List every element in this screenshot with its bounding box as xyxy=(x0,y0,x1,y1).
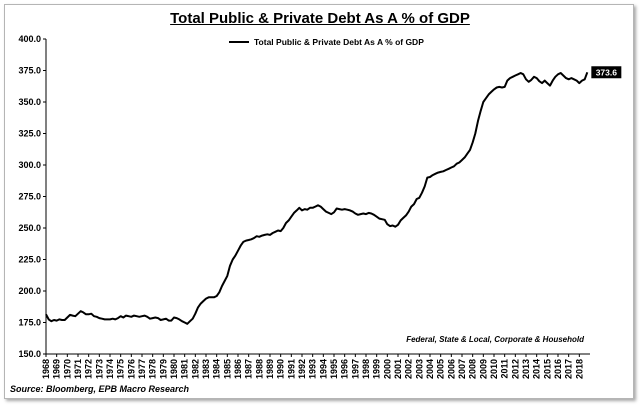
x-tick-label: 1971 xyxy=(73,359,83,379)
x-tick-label: 1999 xyxy=(372,359,382,379)
x-tick-label: 2014 xyxy=(532,359,542,379)
chart-title: Total Public & Private Debt As A % of GD… xyxy=(170,10,470,27)
x-tick-label: 1987 xyxy=(244,359,254,379)
y-tick-label: 350.0 xyxy=(18,97,41,107)
x-tick-label: 2015 xyxy=(542,359,552,379)
y-tick-label: 325.0 xyxy=(18,129,41,139)
x-tick-label: 2004 xyxy=(425,359,435,379)
x-tick-label: 1969 xyxy=(52,359,62,379)
x-tick-label: 2013 xyxy=(521,359,531,379)
source-note: Source: Bloomberg, EPB Macro Research xyxy=(10,384,190,394)
x-tick-label: 1997 xyxy=(350,359,360,379)
x-tick-label: 2006 xyxy=(446,359,456,379)
x-tick-label: 2000 xyxy=(382,359,392,379)
x-tick-label: 1996 xyxy=(340,359,350,379)
x-tick-label: 1994 xyxy=(318,359,328,379)
end-value-label: 373.6 xyxy=(596,67,618,77)
x-tick-label: 2018 xyxy=(574,359,584,379)
x-tick-label: 1990 xyxy=(276,359,286,379)
y-tick-label: 175.0 xyxy=(18,318,41,328)
y-tick-label: 300.0 xyxy=(18,160,41,170)
y-tick-label: 275.0 xyxy=(18,192,41,202)
y-tick-label: 375.0 xyxy=(18,66,41,76)
x-tick-label: 2009 xyxy=(478,359,488,379)
x-tick-label: 2008 xyxy=(468,359,478,379)
x-tick-label: 1975 xyxy=(116,359,126,379)
chart-frame xyxy=(4,4,634,399)
x-tick-label: 1979 xyxy=(158,359,168,379)
x-tick-label: 1968 xyxy=(41,359,51,379)
x-tick-label: 1989 xyxy=(265,359,275,379)
y-tick-label: 225.0 xyxy=(18,255,41,265)
x-tick-label: 2005 xyxy=(436,359,446,379)
x-tick-label: 1980 xyxy=(169,359,179,379)
x-tick-label: 1978 xyxy=(148,359,158,379)
x-tick-label: 2001 xyxy=(393,359,403,379)
x-tick-label: 2016 xyxy=(553,359,563,379)
x-tick-label: 1985 xyxy=(222,359,232,379)
chart-annotation: Federal, State & Local, Corporate & Hous… xyxy=(406,335,585,344)
x-tick-label: 1998 xyxy=(361,359,371,379)
x-tick-label: 2002 xyxy=(404,359,414,379)
x-tick-label: 1973 xyxy=(94,359,104,379)
series-line xyxy=(45,71,589,325)
legend-label: Total Public & Private Debt As A % of GD… xyxy=(254,37,424,47)
x-tick-label: 1976 xyxy=(126,359,136,379)
x-tick-label: 2011 xyxy=(500,359,510,379)
y-tick-label: 250.0 xyxy=(18,223,41,233)
y-tick-label: 150.0 xyxy=(18,349,41,359)
x-tick-label: 1970 xyxy=(62,359,72,379)
x-tick-label: 1974 xyxy=(105,359,115,379)
x-tick-label: 2003 xyxy=(414,359,424,379)
x-tick-label: 1992 xyxy=(297,359,307,379)
x-tick-label: 2017 xyxy=(564,359,574,379)
x-tick-label: 1993 xyxy=(308,359,318,379)
x-tick-label: 1995 xyxy=(329,359,339,379)
x-tick-label: 1981 xyxy=(180,359,190,379)
end-value-box xyxy=(591,66,622,79)
x-tick-label: 2012 xyxy=(510,359,520,379)
y-tick-label: 400.0 xyxy=(18,34,41,44)
y-tick-label: 200.0 xyxy=(18,286,41,296)
x-tick-label: 1986 xyxy=(233,359,243,379)
x-tick-label: 2010 xyxy=(489,359,499,379)
x-tick-label: 1991 xyxy=(286,359,296,379)
x-tick-label: 1977 xyxy=(137,359,147,379)
x-tick-label: 1988 xyxy=(254,359,264,379)
x-tick-label: 1972 xyxy=(84,359,94,379)
x-tick-label: 1983 xyxy=(201,359,211,379)
x-tick-label: 2007 xyxy=(457,359,467,379)
x-tick-label: 1982 xyxy=(190,359,200,379)
x-tick-label: 1984 xyxy=(212,359,222,379)
